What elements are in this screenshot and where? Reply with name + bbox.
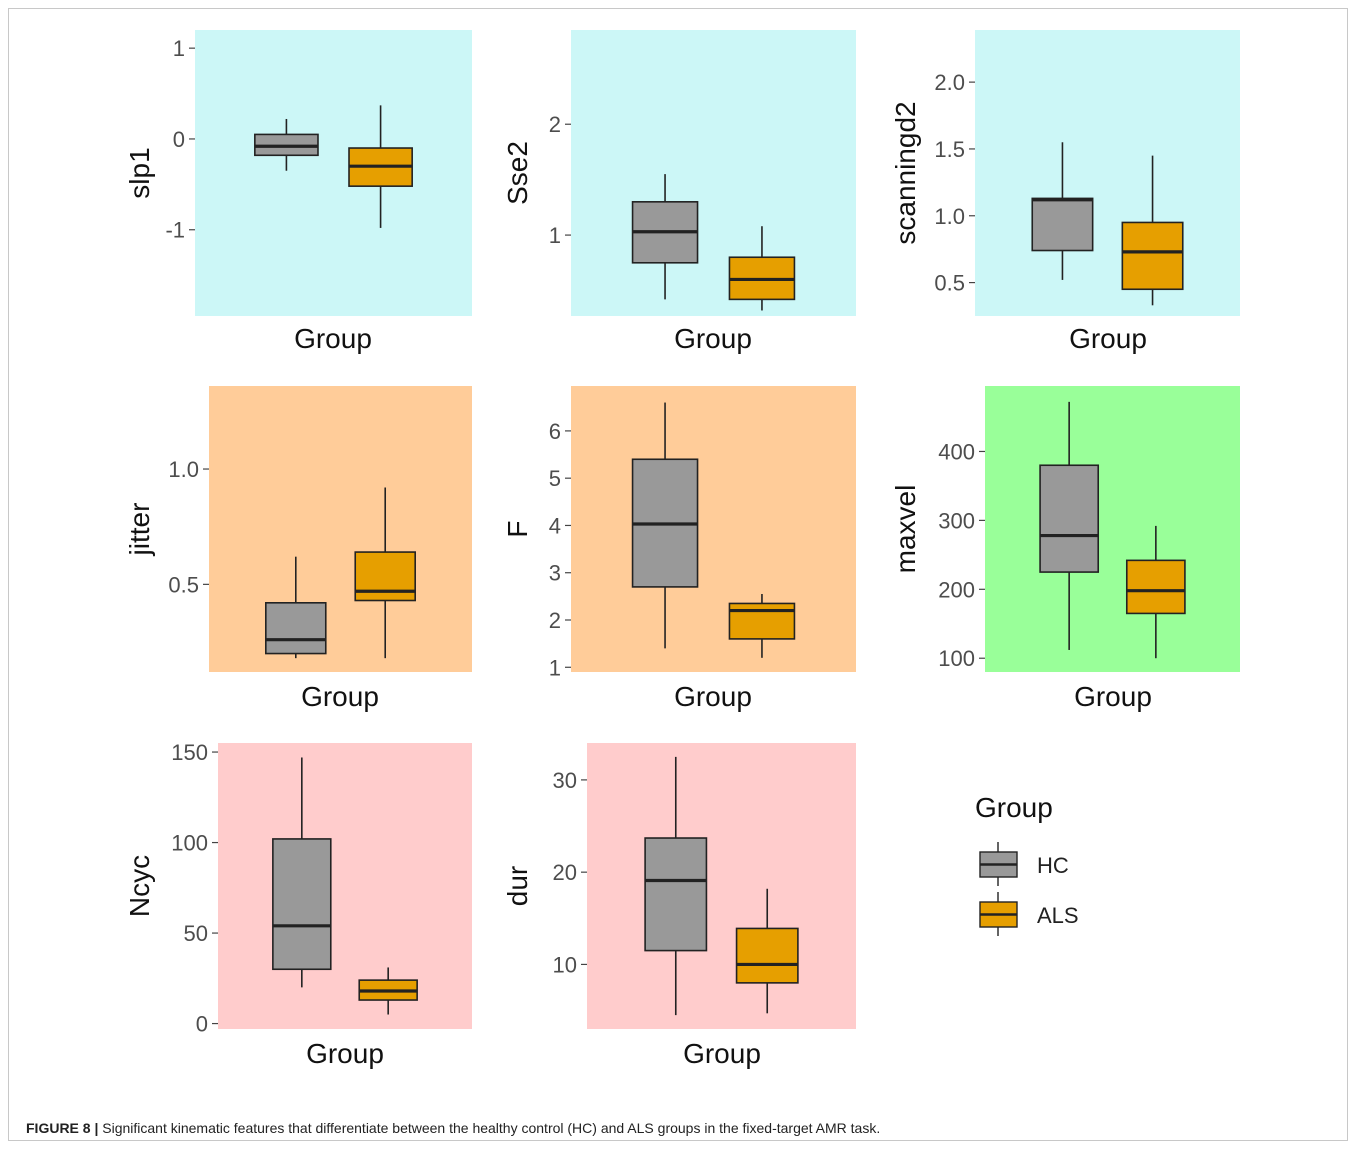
box-HC — [265, 556, 327, 659]
y-tick-label: 1 — [549, 223, 561, 248]
y-axis-label: Sse2 — [502, 141, 533, 205]
y-axis-label: Ncyc — [124, 855, 155, 917]
panel-background — [985, 386, 1240, 672]
caption-label: FIGURE 8 | — [26, 1120, 99, 1136]
y-tick-label: 20 — [553, 860, 577, 885]
y-tick-label: 150 — [171, 740, 208, 765]
legend-key-HC — [979, 842, 1018, 886]
y-tick-label: 50 — [184, 921, 208, 946]
panel-F: 1 2 3 4 5 6 F Group — [502, 386, 856, 712]
panel-Sse2: 1 2 Sse2 Group — [502, 30, 856, 354]
box-ALS — [1125, 525, 1186, 659]
iqr-box — [1031, 197, 1094, 252]
legend: Group HC ALS — [975, 792, 1079, 936]
y-tick-label: 0.5 — [168, 572, 199, 597]
panel-background — [195, 30, 472, 316]
y-axis-label: F — [502, 520, 533, 537]
y-tick-label: 1.5 — [934, 137, 965, 162]
iqr-box — [272, 838, 332, 971]
box-HC — [631, 402, 699, 649]
y-tick-label: 0.5 — [934, 271, 965, 296]
y-tick-label: 1 — [173, 36, 185, 61]
y-tick-label: 6 — [549, 419, 561, 444]
panel-background — [209, 386, 472, 672]
y-axis-label: scanningd2 — [890, 101, 921, 244]
box-HC — [1031, 142, 1094, 280]
panel-background — [975, 30, 1240, 316]
box-HC — [272, 757, 332, 988]
panel-Ncyc: 0 50 100 150 Ncyc Group — [124, 740, 472, 1069]
y-tick-label: 3 — [549, 561, 561, 586]
box-ALS — [358, 967, 418, 1015]
y-axis-label: dur — [502, 866, 533, 906]
figure-caption: FIGURE 8 | Significant kinematic feature… — [26, 1120, 880, 1136]
box-HC — [254, 118, 319, 171]
panel-background — [571, 386, 856, 672]
y-tick-label: 0 — [196, 1012, 208, 1037]
y-tick-label: 2 — [549, 608, 561, 633]
panel-background — [218, 743, 472, 1029]
iqr-box — [644, 837, 708, 952]
y-tick-label: 5 — [549, 466, 561, 491]
y-tick-label: 2 — [549, 112, 561, 137]
panel-maxvel: 100 200 300 400 maxvel Group — [890, 386, 1240, 712]
y-tick-label: 1 — [549, 655, 561, 680]
iqr-box — [1039, 464, 1100, 573]
box-ALS — [348, 105, 413, 228]
panel-scanningd2: 0.5 1.0 1.5 2.0 scanningd2 Group — [890, 30, 1240, 354]
y-axis-label: slp1 — [124, 147, 155, 198]
x-axis-label: Group — [1074, 681, 1152, 712]
y-tick-label: 100 — [938, 646, 975, 671]
iqr-box — [265, 602, 327, 655]
boxplot-grid: -1 0 1 slp1 Group 1 2 Sse2 Group 0.5 1.0 1.5 2.0 scan… — [124, 30, 1240, 1069]
y-tick-label: 2.0 — [934, 70, 965, 95]
x-axis-label: Group — [674, 323, 752, 354]
x-axis-label: Group — [294, 323, 372, 354]
y-tick-label: 100 — [171, 831, 208, 856]
iqr-box — [1125, 559, 1186, 615]
box-HC — [1039, 401, 1100, 650]
y-tick-label: 200 — [938, 577, 975, 602]
box-HC — [644, 756, 708, 1016]
panel-slp1: -1 0 1 slp1 Group — [124, 30, 472, 354]
panel-background — [587, 743, 856, 1029]
iqr-box — [728, 602, 796, 640]
y-tick-label: 1.0 — [934, 204, 965, 229]
box-ALS — [1121, 155, 1184, 306]
box-ALS — [728, 594, 796, 658]
x-axis-label: Group — [683, 1038, 761, 1069]
x-axis-label: Group — [306, 1038, 384, 1069]
x-axis-label: Group — [301, 681, 379, 712]
legend-label: HC — [1037, 853, 1069, 878]
y-axis-label: maxvel — [890, 485, 921, 574]
y-tick-label: 4 — [549, 513, 561, 538]
y-tick-label: 0 — [173, 127, 185, 152]
box-ALS — [354, 487, 416, 659]
box-ALS — [728, 226, 796, 311]
panel-dur: 10 20 30 dur Group — [502, 743, 856, 1069]
caption-text: Significant kinematic features that diff… — [102, 1120, 881, 1136]
y-tick-label: 300 — [938, 508, 975, 533]
box-HC — [631, 174, 699, 300]
legend-label: ALS — [1037, 903, 1079, 928]
iqr-box — [735, 927, 799, 984]
iqr-box — [354, 551, 416, 602]
y-tick-label: -1 — [165, 218, 185, 243]
box-ALS — [735, 888, 799, 1014]
y-tick-label: 30 — [553, 768, 577, 793]
x-axis-label: Group — [674, 681, 752, 712]
y-tick-label: 10 — [553, 952, 577, 977]
y-tick-label: 1.0 — [168, 457, 199, 482]
iqr-box — [1121, 221, 1184, 291]
y-tick-label: 400 — [938, 439, 975, 464]
legend-key-ALS — [979, 892, 1018, 936]
legend-title: Group — [975, 792, 1053, 823]
x-axis-label: Group — [1069, 323, 1147, 354]
panel-jitter: 0.5 1.0 jitter Group — [124, 386, 472, 712]
y-axis-label: jitter — [124, 503, 155, 557]
panel-background — [571, 30, 856, 316]
